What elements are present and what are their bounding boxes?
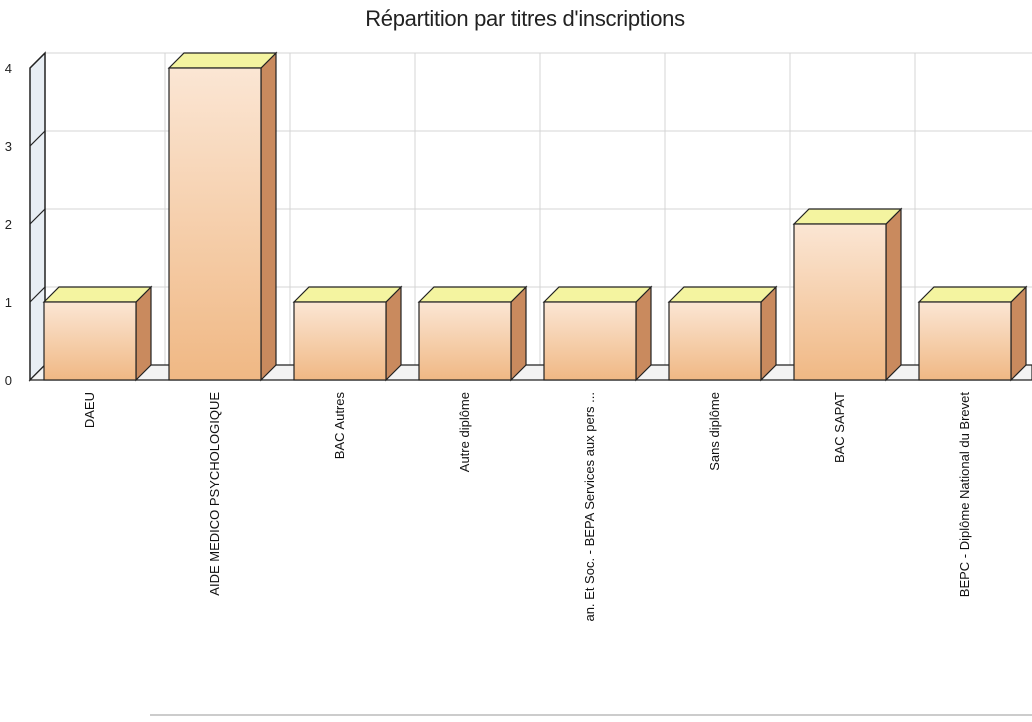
y-tick-label: 3 [5,139,12,154]
bar-side [635,285,652,382]
x-category-label: Autre diplôme [457,392,472,472]
bar-side [1010,285,1027,382]
bar-top [917,286,1028,303]
y-tick-label: 1 [5,295,12,310]
y-tick-mark [29,286,46,303]
bar [42,285,153,382]
y-tick-mark [29,130,46,147]
bar-top [292,286,403,303]
x-category-label: DAEU [82,392,97,428]
bar-top [792,208,903,225]
bar-side [260,51,277,382]
bar-top [417,286,528,303]
bar [167,51,278,382]
bar-front [668,301,762,381]
bar-top [42,286,153,303]
bar-side [510,285,527,382]
y-tick-mark [29,208,46,225]
bar-top [667,286,778,303]
x-category-label: Sans diplôme [707,392,722,471]
bar-side [760,285,777,382]
chart-title: Répartition par titres d'inscriptions [365,6,685,31]
bar [542,285,653,382]
x-category-label: an. Et Soc. - BEPA Services aux pers ... [582,392,597,622]
x-category-label: BAC SAPAT [832,392,847,463]
bar-front [793,223,887,381]
bar-front [43,301,137,381]
bar-side [385,285,402,382]
bar [292,285,403,382]
bar-front [168,67,262,381]
bar-side [885,207,902,382]
bar-front [918,301,1012,381]
x-category-label: AIDE MEDICO PSYCHOLOGIQUE [207,392,222,596]
bars-layer [42,51,1028,382]
bar-front [418,301,512,381]
label-layer: 0 1 2 3 4 DAEU AIDE MEDICO PSYCHOLOGIQUE BAC Au… [5,61,972,622]
y-tick-label: 2 [5,217,12,232]
y-tick-mark [29,52,46,69]
bar [667,285,778,382]
bar-top [542,286,653,303]
bar [917,285,1028,382]
x-category-label: BAC Autres [332,392,347,460]
x-category-label: BEPC - Diplôme National du Brevet [957,392,972,598]
bar-top [167,52,278,69]
y-tick-label: 4 [5,61,12,76]
bar-front [543,301,637,381]
bar [792,207,903,382]
bar-side [135,285,152,382]
bar-front [293,301,387,381]
y-tick-label: 0 [5,373,12,388]
bar [417,285,528,382]
